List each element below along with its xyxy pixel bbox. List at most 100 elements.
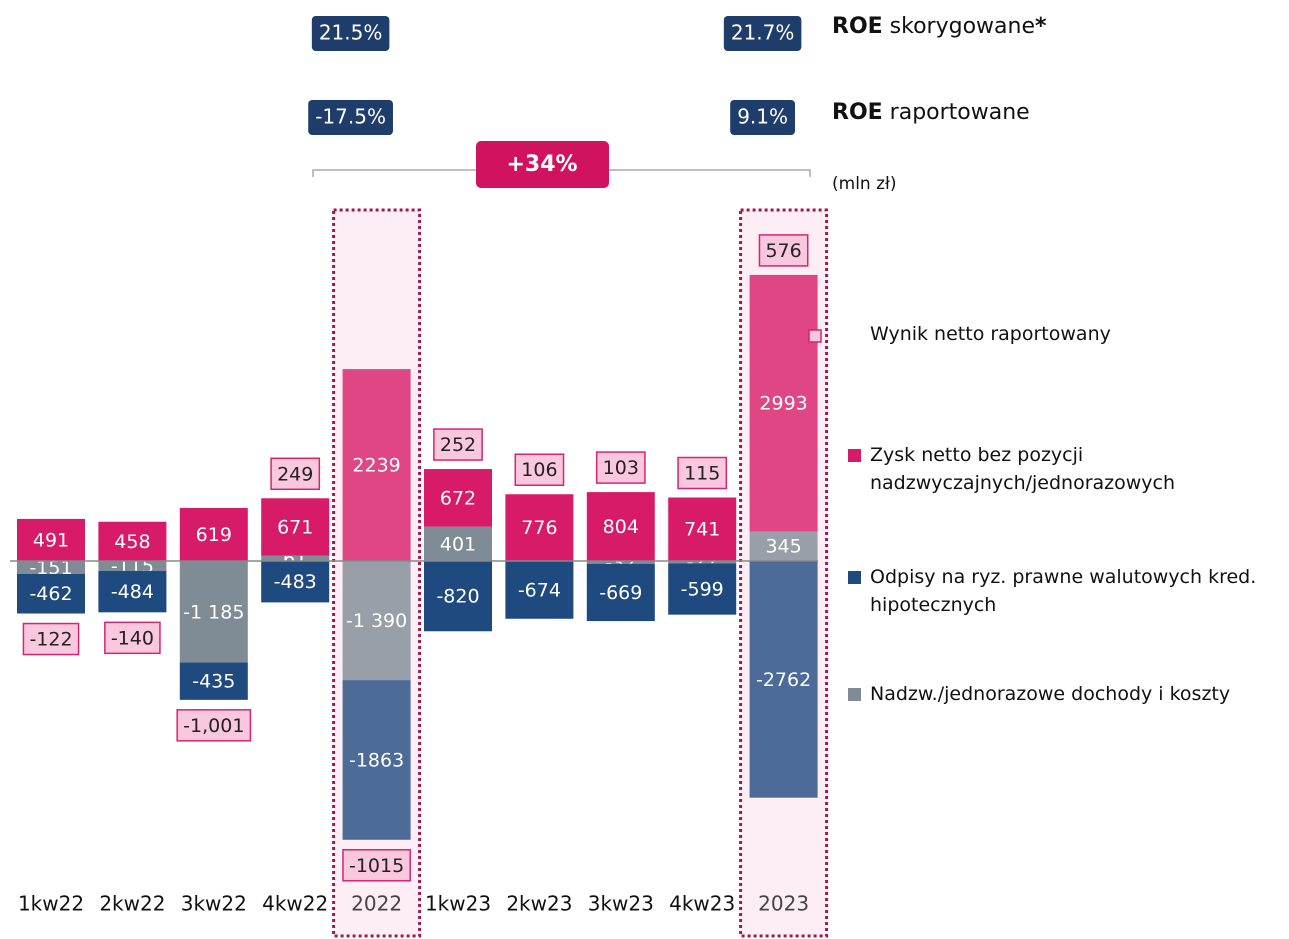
bar-label: -2762 xyxy=(756,669,811,691)
net-result-box xyxy=(677,456,728,490)
net-result-label: -1,001 xyxy=(183,715,244,737)
net-result: -140 xyxy=(104,621,161,655)
bar-segment xyxy=(179,662,248,700)
legend-text: Nadzw./jednorazowe dochody i koszty xyxy=(870,683,1231,705)
roe-bold: ROE xyxy=(832,100,883,125)
net-result: -122 xyxy=(22,622,80,656)
net-result-label: -122 xyxy=(29,629,72,651)
bar-segment xyxy=(98,570,167,613)
bar-label: -151 xyxy=(29,557,72,579)
bar-segment xyxy=(668,563,737,615)
roe-text: raportowane xyxy=(882,100,1030,125)
roe-value: 21.5% xyxy=(319,21,383,45)
bar-label: -674 xyxy=(518,579,561,601)
x-tick-label: 1kw22 xyxy=(18,892,84,916)
bar-segment xyxy=(17,573,85,614)
bar-label: 619 xyxy=(196,524,232,546)
net-result-box xyxy=(342,849,411,882)
net-result-box xyxy=(22,622,80,656)
roe-text: skorygowane xyxy=(882,14,1035,39)
net-result-box xyxy=(270,457,321,491)
legend-item: Nadzw./jednorazowe dochody i koszty xyxy=(848,680,1270,708)
legend-item: Zysk netto bez pozycji nadzwyczajnych/je… xyxy=(848,441,1270,497)
roe-value: -17.5% xyxy=(315,105,386,129)
bar-label: -462 xyxy=(29,583,72,605)
net-result-box xyxy=(758,234,809,267)
bar-segment xyxy=(98,561,167,571)
bar-label: 672 xyxy=(440,487,476,509)
roe-value: 21.7% xyxy=(731,21,795,45)
bar-label: -820 xyxy=(436,586,479,608)
roe-box xyxy=(308,100,393,135)
unit-note: (mln zł) xyxy=(832,174,897,194)
bar-label: 345 xyxy=(765,536,801,558)
change-badge-label: +34% xyxy=(506,152,577,177)
net-result-label: 576 xyxy=(765,240,801,262)
bar-segment xyxy=(505,494,574,561)
net-result-label: -140 xyxy=(111,627,154,649)
bar-label: -435 xyxy=(192,671,235,693)
bar-segment xyxy=(749,561,818,798)
roe-box xyxy=(311,16,390,51)
x-tick-label: 4kw23 xyxy=(669,892,735,916)
bar-label: 458 xyxy=(114,531,150,553)
x-tick-label: 3kw22 xyxy=(181,892,247,916)
roe-label: ROE skorygowane* xyxy=(832,14,1047,39)
x-tick-label: 2kw22 xyxy=(99,892,165,916)
legend-item: Wynik netto raportowany xyxy=(870,320,1270,348)
net-result-box xyxy=(433,428,483,461)
net-result-label: 252 xyxy=(440,434,476,456)
roe-box xyxy=(730,100,796,135)
net-result: 115 xyxy=(677,456,728,490)
change-badge xyxy=(476,141,609,188)
net-result-box xyxy=(514,453,565,486)
bar-label: 741 xyxy=(684,519,720,541)
bar-label: -599 xyxy=(681,578,724,600)
net-result: 106 xyxy=(514,453,565,486)
bar-segment xyxy=(342,561,411,681)
net-result: 252 xyxy=(433,428,483,461)
bar-label: -1 185 xyxy=(183,601,244,623)
net-result-label: 106 xyxy=(521,459,557,481)
net-result-label: -1015 xyxy=(349,855,404,877)
bar-segment xyxy=(261,561,330,603)
bar-segment xyxy=(17,518,85,561)
bar-segment xyxy=(586,563,655,622)
bar-segment xyxy=(749,531,818,561)
net-result-label: 103 xyxy=(603,457,639,479)
bar-label: -669 xyxy=(599,582,642,604)
bar-label: 804 xyxy=(603,516,639,538)
bar-segment xyxy=(505,561,574,619)
x-tick-label: 3kw23 xyxy=(588,892,654,916)
bar-label: 491 xyxy=(33,529,69,551)
net-result: -1,001 xyxy=(176,709,252,742)
x-tick-label: 2023 xyxy=(758,892,809,916)
bar-label: -1863 xyxy=(349,749,404,771)
bar-segment xyxy=(261,498,330,556)
bar-segment xyxy=(424,561,492,632)
roe-value: 9.1% xyxy=(737,105,788,129)
bar-label: 776 xyxy=(521,517,557,539)
bar-segment xyxy=(424,526,492,561)
net-result-box xyxy=(176,709,252,742)
legend-text: Zysk netto bez pozycji nadzwyczajnych/je… xyxy=(870,444,1176,494)
x-tick-label: 4kw22 xyxy=(262,892,328,916)
legend-swatch xyxy=(808,329,822,343)
legend-swatch xyxy=(848,449,861,462)
bar-label: 671 xyxy=(277,517,313,539)
bar-label: -483 xyxy=(274,571,317,593)
legend-text: Wynik netto raportowany xyxy=(870,323,1111,345)
net-result-label: 249 xyxy=(277,463,313,485)
legend-swatch xyxy=(848,688,861,701)
net-result: -1015 xyxy=(342,849,411,882)
net-result: 103 xyxy=(595,451,646,484)
x-tick-label: 2kw23 xyxy=(506,892,572,916)
bar-segment xyxy=(668,497,737,561)
legend-swatch xyxy=(848,571,861,584)
roe-bold: ROE xyxy=(832,14,883,39)
bar-segment xyxy=(586,561,655,564)
roe-mark: * xyxy=(1035,14,1047,39)
legend-item: Odpisy na ryz. prawne walutowych kred. h… xyxy=(848,563,1270,619)
